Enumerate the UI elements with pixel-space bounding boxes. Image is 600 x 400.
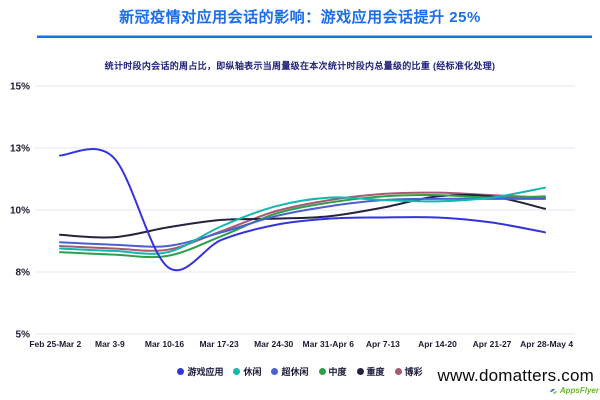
y-tick-label: 5% (16, 330, 31, 341)
legend-item: 休闲 (233, 365, 261, 378)
legend-label: 博彩 (404, 367, 423, 377)
legend-label: 中度 (328, 367, 347, 377)
legend-label: 重度 (366, 367, 385, 377)
legend-label: 休闲 (243, 367, 262, 377)
y-tick-label: 8% (16, 268, 31, 279)
series-line-超休闲 (59, 197, 546, 248)
legend-dot-icon (271, 368, 279, 375)
legend-dot-icon (356, 368, 364, 375)
legend-item: 中度 (318, 365, 347, 378)
legend-item: 重度 (356, 365, 385, 378)
legend-dot-icon (394, 368, 402, 375)
x-axis-label: Apr 21-27 (472, 339, 512, 349)
legend-item: 超休闲 (271, 365, 309, 378)
x-axis-label: Apr 7-13 (365, 339, 400, 349)
y-tick-label: 10% (10, 206, 30, 217)
x-axis-label: Feb 25-Mar 2 (29, 339, 82, 349)
legend-label: 超休闲 (281, 367, 309, 377)
series-line-中度 (59, 194, 546, 259)
legend-item: 博彩 (394, 365, 423, 378)
x-axis-label: Apr 14-20 (418, 339, 457, 349)
legend-dot-icon (177, 368, 185, 375)
series-line-游戏应用 (59, 148, 546, 271)
x-axis-label: Mar 17-23 (199, 339, 239, 349)
legend-item: 游戏应用 (177, 365, 223, 378)
series-line-博彩 (59, 191, 546, 252)
x-axis-label: Mar 10-16 (144, 339, 185, 349)
appsflyer-logo: AppsFlyer (549, 386, 599, 395)
y-tick-label: 13% (10, 144, 30, 155)
chart-subtitle: 统计时段内会话的周占比，即纵轴表示当周量级在本次统计时段内总量级的比重 (经标准… (104, 61, 496, 71)
legend-label: 游戏应用 (187, 367, 224, 377)
legend-dot-icon (318, 368, 326, 375)
legend-dot-icon (233, 368, 241, 375)
appsflyer-bird-icon (549, 388, 557, 394)
chart-legend: 游戏应用 休闲 超休闲 中度 重度 博彩 (0, 365, 600, 378)
series-line-休闲 (59, 186, 546, 255)
x-axis-label: Mar 3-9 (95, 339, 125, 349)
x-axis-label: Mar 24-30 (254, 339, 294, 349)
line-chart: 15% 13% 10% 8% 5% (10, 82, 575, 341)
x-axis-label: Apr 28-May 4 (520, 339, 574, 349)
page-title: 新冠疫情对应用会话的影响：游戏应用会话提升 25% (119, 9, 481, 26)
series-line-重度 (59, 193, 546, 239)
watermark-url: www.domatters.com (437, 366, 594, 385)
y-tick-label: 15% (10, 82, 30, 93)
appsflyer-logo-text: AppsFlyer (559, 386, 599, 395)
x-axis-labels: Feb 25-Mar 2 Mar 3-9 Mar 10-16 Mar 17-23 Mar… (28, 339, 574, 349)
title-divider (37, 35, 592, 38)
x-axis-label: Mar 31-Apr 6 (302, 339, 355, 349)
